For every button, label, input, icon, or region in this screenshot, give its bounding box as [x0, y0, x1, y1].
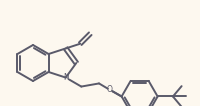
- Text: N: N: [63, 73, 68, 82]
- Text: O: O: [106, 85, 112, 94]
